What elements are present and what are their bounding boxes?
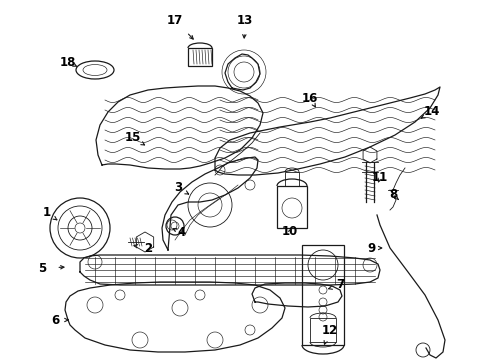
Text: 9: 9 [366,242,374,255]
Text: 13: 13 [236,13,253,27]
Text: 11: 11 [371,171,387,184]
Text: 18: 18 [60,55,76,68]
Text: 5: 5 [38,261,46,274]
Text: 6: 6 [51,314,59,327]
Text: 12: 12 [321,324,337,337]
Text: 10: 10 [281,225,298,238]
Bar [309,318,335,342]
Text: 15: 15 [124,131,141,144]
Text: 17: 17 [166,13,183,27]
Text: 8: 8 [388,189,396,202]
Bar [302,245,343,345]
Text: 3: 3 [174,181,182,194]
Bar [276,186,306,228]
Text: 7: 7 [335,279,344,292]
Text: 4: 4 [178,226,186,239]
Bar [285,172,298,186]
Text: 2: 2 [143,242,152,255]
Text: 16: 16 [301,91,318,104]
Bar [187,48,212,66]
Text: 1: 1 [43,207,51,220]
Text: 14: 14 [423,105,439,118]
